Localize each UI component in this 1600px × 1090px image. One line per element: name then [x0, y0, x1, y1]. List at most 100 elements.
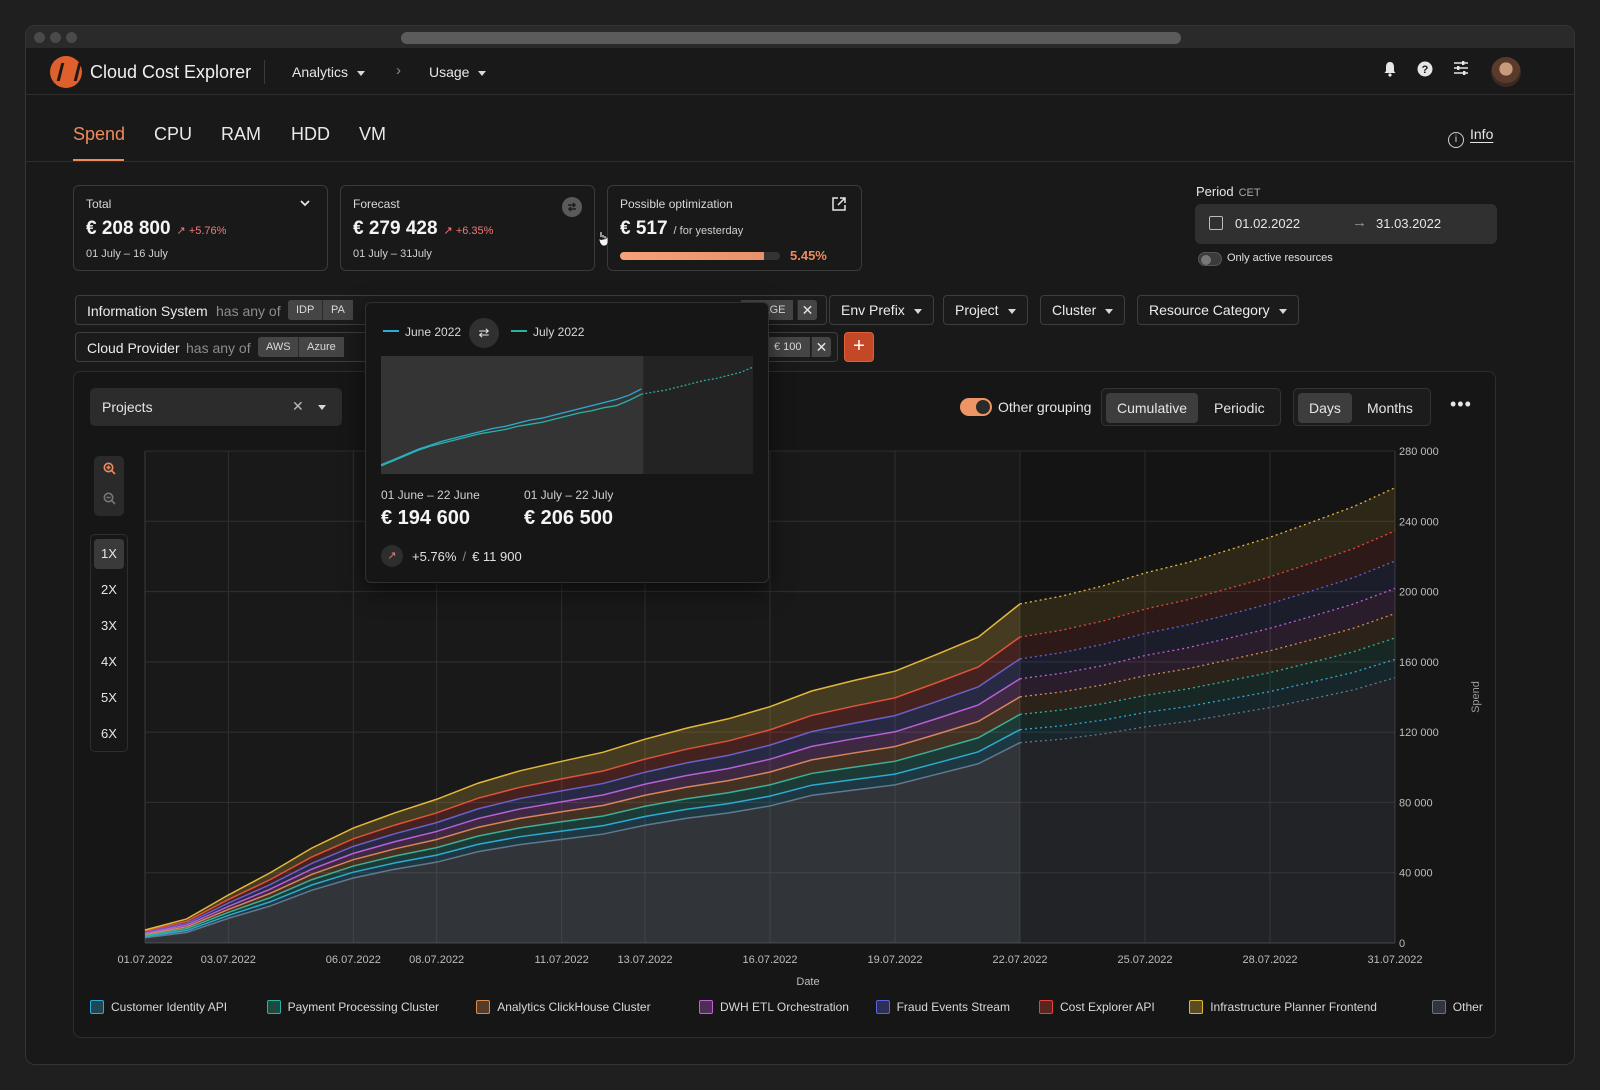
series-line	[144, 658, 1021, 933]
zoom-in-icon[interactable]	[94, 456, 124, 486]
y-tick-label: 40 000	[1399, 868, 1433, 880]
periodic-option[interactable]: Periodic	[1214, 400, 1265, 416]
legend-item[interactable]: Infrastructure Planner Frontend	[1189, 1000, 1377, 1014]
optimization-amount: € 517	[620, 218, 668, 239]
area-series	[145, 696, 1020, 936]
popover-delta-pct: +5.76%	[412, 549, 457, 564]
other-grouping-toggle[interactable]	[960, 398, 992, 416]
forecast-range: 01 July – 31July	[353, 248, 432, 260]
close-icon[interactable]: ✕	[292, 398, 304, 414]
filter-chip[interactable]: PA	[322, 300, 353, 320]
legend-label: Cost Explorer API	[1060, 1000, 1155, 1014]
y-tick-label: 80 000	[1399, 797, 1433, 809]
window-dot[interactable]	[50, 32, 61, 43]
bell-icon[interactable]	[1379, 61, 1401, 83]
y-tick-label: 0	[1399, 938, 1405, 950]
sliders-icon[interactable]	[1450, 61, 1472, 83]
multiplier-4x[interactable]: 4X	[101, 654, 117, 669]
svg-text:?: ?	[1422, 64, 1429, 76]
legend-label: Other	[1452, 1000, 1483, 1014]
area-series	[145, 658, 1020, 934]
nav-usage-label: Usage	[429, 64, 470, 80]
series-line	[144, 713, 1021, 937]
project-dropdown[interactable]: Project	[943, 295, 1028, 325]
filter-chip[interactable]: AWS	[258, 337, 299, 357]
tab-vm[interactable]: VM	[359, 124, 386, 144]
series-line	[144, 678, 1021, 934]
multiplier-5x[interactable]: 5X	[101, 690, 117, 705]
y-tick-label: 280 000	[1399, 446, 1439, 458]
legend-label: Customer Identity API	[111, 1000, 228, 1014]
nav-analytics-dropdown[interactable]: Analytics	[292, 64, 366, 80]
swap-icon[interactable]: ⇄	[469, 318, 499, 348]
cumulative-option[interactable]: Cumulative	[1106, 393, 1199, 423]
chevron-down-icon[interactable]	[295, 197, 315, 217]
close-icon[interactable]: ✕	[797, 300, 817, 320]
area-series	[145, 714, 1020, 937]
only-active-toggle[interactable]	[1198, 252, 1222, 266]
legend-item[interactable]: Cost Explorer API	[1039, 1000, 1155, 1014]
months-option[interactable]: Months	[1367, 400, 1413, 416]
spend-area-chart[interactable]: 0 40 000 80 000 120 000 160 000 200 000 240 00…	[74, 372, 1495, 992]
legend-item[interactable]: Analytics ClickHouse Cluster	[476, 1000, 651, 1014]
info-link[interactable]: i Info	[1448, 126, 1493, 148]
tab-hdd[interactable]: HDD	[291, 124, 330, 144]
legend-label: June 2022	[405, 325, 462, 339]
legend-label: Fraud Events Stream	[896, 1000, 1010, 1014]
resource-category-dropdown[interactable]: Resource Category	[1137, 295, 1299, 325]
days-option[interactable]: Days	[1298, 393, 1352, 423]
total-amount: € 208 800	[86, 218, 171, 239]
more-options-button[interactable]: •••	[1450, 394, 1472, 414]
optimization-value: € 517 / for yesterday	[620, 218, 743, 240]
legend-label: Infrastructure Planner Frontend	[1210, 1000, 1377, 1014]
cluster-dropdown[interactable]: Cluster	[1040, 295, 1126, 325]
group-by-select[interactable]: Projects ✕	[90, 388, 342, 426]
close-icon[interactable]: ✕	[811, 337, 831, 357]
multiplier-2x[interactable]: 2X	[101, 582, 117, 597]
x-axis-label: Date	[796, 976, 819, 988]
multiplier-6x[interactable]: 6X	[101, 726, 117, 741]
toggle-knob	[1201, 255, 1211, 265]
series-line	[144, 696, 1021, 935]
y-tick-label: 120 000	[1399, 727, 1439, 739]
env-prefix-dropdown[interactable]: Env Prefix	[829, 295, 934, 325]
active-tab-indicator	[73, 159, 124, 161]
dropdown-label: Cluster	[1052, 302, 1097, 318]
series-forecast-line	[1019, 487, 1396, 605]
app-header: Cloud Cost Explorer Analytics › Usage ?	[26, 48, 1574, 95]
legend-item[interactable]: Customer Identity API	[90, 1000, 227, 1014]
area-series-forecast	[1020, 530, 1395, 659]
help-icon[interactable]: ?	[1414, 61, 1436, 83]
multiplier-3x[interactable]: 3X	[101, 618, 117, 633]
tab-ram[interactable]: RAM	[221, 124, 261, 144]
period-from[interactable]: 01.02.2022	[1235, 216, 1301, 231]
window-dot[interactable]	[34, 32, 45, 43]
filter-chip[interactable]: IDP	[288, 300, 323, 320]
popover-value-b: € 206 500	[524, 507, 613, 529]
multiplier-1x[interactable]: 1X	[94, 539, 124, 569]
filter-chip[interactable]: € 100	[766, 337, 810, 357]
legend-swatch	[266, 1000, 281, 1014]
breadcrumb-separator-icon: ›	[396, 62, 401, 79]
window-dot[interactable]	[66, 32, 77, 43]
calendar-icon	[1209, 216, 1223, 230]
filter-chip[interactable]: Azure	[298, 337, 344, 357]
legend-item[interactable]: Payment Processing Cluster	[266, 1000, 439, 1014]
legend-item[interactable]: DWH ETL Orchestration	[699, 1000, 849, 1014]
zoom-control	[94, 456, 124, 516]
period-to[interactable]: 31.03.2022	[1376, 216, 1442, 231]
swap-icon[interactable]	[562, 197, 582, 217]
legend-item[interactable]: Fraud Events Stream	[875, 1000, 1010, 1014]
tab-spend[interactable]: Spend	[73, 124, 126, 144]
horizontal-scrollbar[interactable]	[401, 32, 1181, 44]
user-avatar[interactable]	[1491, 57, 1521, 87]
external-link-icon[interactable]	[829, 197, 849, 217]
tab-cpu[interactable]: CPU	[154, 124, 193, 144]
x-tick-label: 13.07.2022	[617, 954, 672, 966]
zoom-out-icon[interactable]	[94, 486, 124, 516]
add-filter-button[interactable]: +	[844, 332, 874, 362]
period-picker[interactable]: 01.02.2022 → 31.03.2022	[1195, 204, 1497, 244]
legend-item[interactable]: Other	[1431, 1000, 1483, 1014]
nav-usage-dropdown[interactable]: Usage	[429, 64, 487, 80]
forecast-comparison-popover: June 2022 ⇄ July 2022 01 June – 22 June …	[365, 302, 769, 583]
